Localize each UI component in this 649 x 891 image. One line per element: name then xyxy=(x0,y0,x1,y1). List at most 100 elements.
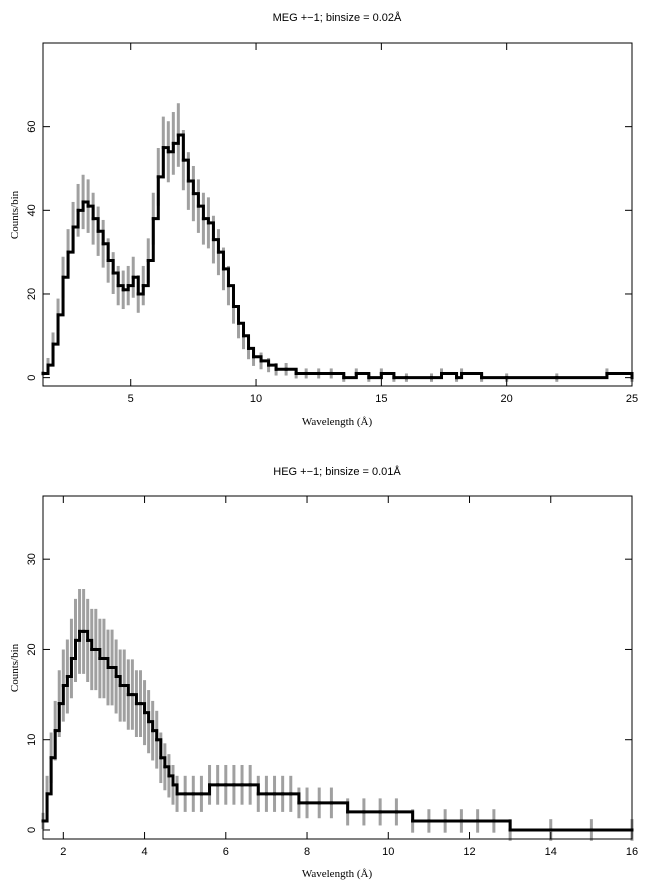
meg-data-point xyxy=(392,376,396,380)
meg-data-point xyxy=(76,208,80,212)
meg-data-point xyxy=(166,150,170,154)
heg-data-point xyxy=(508,828,512,832)
meg-data-point xyxy=(555,376,559,380)
meg-data-point xyxy=(121,288,125,292)
heg-plot-frame xyxy=(42,495,633,840)
heg-data-point xyxy=(130,693,134,697)
heg-data-point xyxy=(138,702,142,706)
heg-data-point xyxy=(90,647,94,651)
meg-data-point xyxy=(111,271,115,275)
heg-x-tick-label: 16 xyxy=(626,846,638,858)
heg-y-tick-label: 0 xyxy=(26,827,38,833)
heg-data-point xyxy=(378,810,382,814)
heg-x-tick-label: 6 xyxy=(223,846,229,858)
meg-data-point xyxy=(505,376,509,380)
meg-chart-title: MEG +−1; binsize = 0.02Å xyxy=(273,11,402,24)
heg-data-point xyxy=(147,720,151,724)
heg-data-point xyxy=(78,629,82,633)
meg-data-point xyxy=(367,376,371,380)
heg-data-point xyxy=(256,792,260,796)
meg-data-point xyxy=(211,238,215,242)
meg-data-point xyxy=(176,133,180,137)
heg-x-axis-label: Wavelength (Å) xyxy=(302,868,373,880)
meg-data-point xyxy=(242,334,246,338)
meg-data-point xyxy=(51,342,55,346)
heg-data-point xyxy=(183,792,187,796)
heg-data-point xyxy=(346,810,350,814)
meg-y-tick-label: 20 xyxy=(26,288,38,300)
heg-data-point xyxy=(208,783,212,787)
meg-data-point xyxy=(86,204,90,208)
heg-data-point xyxy=(199,792,203,796)
meg-data-point xyxy=(106,259,110,263)
meg-data-point xyxy=(46,363,50,367)
meg-data-point xyxy=(141,284,145,288)
heg-x-axis-ticks: 2 4 6 8 10 12 14 16 xyxy=(60,496,638,858)
heg-data-point xyxy=(305,801,309,805)
heg-data-point xyxy=(57,702,61,706)
meg-data-point xyxy=(317,371,321,375)
heg-x-tick-label: 2 xyxy=(60,846,66,858)
meg-data-point xyxy=(61,275,65,279)
heg-data-point xyxy=(224,783,228,787)
meg-chart: MEG +−1; binsize = 0.02Å 5 10 15 20 25 0 20 40… xyxy=(9,11,638,428)
meg-data-point xyxy=(196,204,200,208)
meg-x-tick-label: 20 xyxy=(501,393,513,405)
heg-chart: HEG +−1; binsize = 0.01Å 2 4 6 8 10 12 14 16 0 1… xyxy=(9,465,638,880)
meg-data-point xyxy=(329,371,333,375)
heg-data-point xyxy=(134,702,138,706)
meg-y-tick-label: 0 xyxy=(26,375,38,381)
meg-data-point xyxy=(460,371,464,375)
heg-data-point xyxy=(329,801,333,805)
meg-data-point xyxy=(605,371,609,375)
heg-data-point xyxy=(53,729,57,733)
meg-data-point xyxy=(267,363,271,367)
meg-data-point xyxy=(101,242,105,246)
heg-data-point xyxy=(122,684,126,688)
meg-data-point xyxy=(216,250,220,254)
heg-data-point xyxy=(163,765,167,769)
heg-data-point xyxy=(98,656,102,660)
heg-data-point xyxy=(69,656,73,660)
meg-data-point xyxy=(247,346,251,350)
meg-y-tick-label: 40 xyxy=(26,204,38,216)
heg-data-point xyxy=(297,801,301,805)
meg-data-point xyxy=(429,376,433,380)
heg-data-point xyxy=(94,647,98,651)
heg-data-point xyxy=(143,711,147,715)
heg-data-point xyxy=(459,819,463,823)
heg-data-point xyxy=(589,828,593,832)
meg-data-point xyxy=(181,158,185,162)
heg-data-point xyxy=(86,638,90,642)
heg-data-point xyxy=(232,783,236,787)
meg-data-point xyxy=(91,217,95,221)
meg-data-series xyxy=(41,133,634,380)
heg-data-point xyxy=(427,819,431,823)
heg-data-point xyxy=(394,810,398,814)
meg-y-tick-label: 60 xyxy=(26,121,38,133)
meg-y-axis-ticks: 0 20 40 60 xyxy=(26,121,632,381)
heg-data-point xyxy=(65,675,69,679)
heg-data-point xyxy=(106,666,110,669)
heg-data-point xyxy=(126,693,130,697)
heg-data-point xyxy=(411,819,415,823)
heg-y-tick-label: 20 xyxy=(26,643,38,655)
heg-data-point xyxy=(492,819,496,823)
heg-data-point xyxy=(549,828,553,832)
heg-data-point xyxy=(240,783,244,787)
heg-data-point xyxy=(191,792,195,796)
meg-data-point xyxy=(379,371,383,375)
heg-data-point xyxy=(159,756,163,760)
meg-data-point xyxy=(201,217,205,221)
meg-data-point xyxy=(231,305,235,309)
heg-data-point xyxy=(216,783,220,787)
meg-plot-frame xyxy=(42,42,633,387)
meg-data-point xyxy=(284,367,288,371)
meg-x-axis-label: Wavelength (Å) xyxy=(302,416,373,428)
meg-x-axis-ticks: 5 10 15 20 25 xyxy=(128,43,638,405)
heg-data-series xyxy=(41,629,634,832)
heg-x-tick-label: 8 xyxy=(304,846,310,858)
meg-data-point xyxy=(455,376,459,380)
meg-data-point xyxy=(480,376,484,380)
